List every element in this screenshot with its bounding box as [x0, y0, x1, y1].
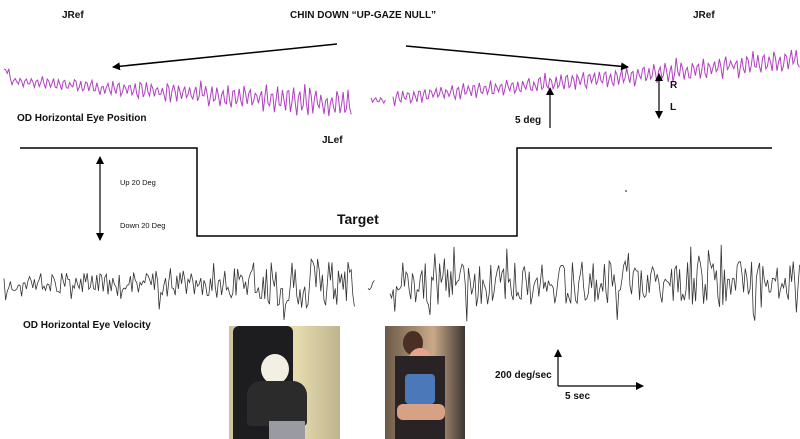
velocity-scale-label: 200 deg/sec [495, 370, 552, 381]
position-trace-segment [392, 49, 800, 106]
photo-child-head-position [385, 326, 465, 439]
figure-title: CHIN DOWN “UP-GAZE NULL” [290, 10, 437, 21]
null-arrow-left [112, 43, 338, 71]
left-direction-label: L [670, 102, 677, 113]
velocity-trace-label: OD Horizontal Eye Velocity [23, 320, 151, 331]
position-scale-label: 5 deg [515, 115, 542, 126]
velocity-trace-segment [3, 258, 355, 320]
right-direction-label: R [670, 80, 678, 91]
velocity-trace-segment [389, 244, 800, 322]
target-label: Target [337, 211, 379, 227]
position-trace-segment [3, 68, 352, 117]
jlef-label: JLef [322, 135, 343, 146]
null-arrow-right [405, 45, 629, 71]
velocity-trace [3, 244, 800, 322]
stray-dot [625, 190, 627, 192]
position-trace [3, 49, 800, 117]
velocity-trace-segment [367, 280, 375, 291]
time-scale-label: 5 sec [565, 391, 591, 402]
jref-right-label: JRef [693, 10, 715, 21]
target-up-label: Up 20 Deg [120, 178, 156, 187]
position-trace-segment [370, 96, 386, 105]
jref-left-label: JRef [62, 10, 84, 21]
position-trace-label: OD Horizontal Eye Position [17, 113, 147, 124]
photo-child-chin-down [229, 326, 340, 439]
target-trace [20, 147, 772, 237]
target-down-label: Down 20 Deg [120, 221, 166, 230]
